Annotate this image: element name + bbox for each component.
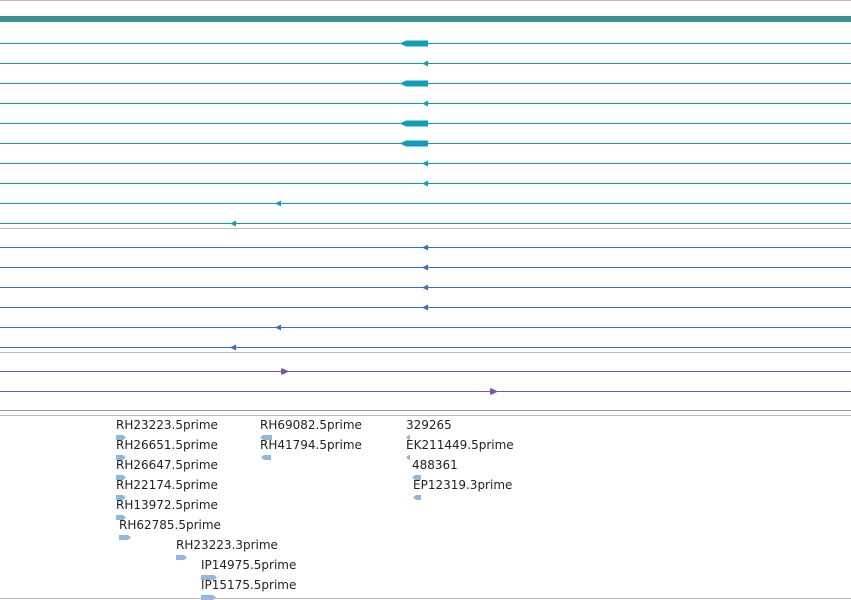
- feature-row[interactable]: [0, 264, 851, 271]
- track-header-bar: [0, 16, 851, 22]
- est-label: RH22174.5prime: [116, 478, 218, 492]
- feature-row[interactable]: [0, 324, 851, 331]
- feature-row[interactable]: [0, 200, 851, 207]
- est-item[interactable]: RH23223.3prime: [176, 538, 278, 560]
- est-item[interactable]: RH23223.5prime: [116, 418, 218, 440]
- est-item[interactable]: RH62785.5prime: [119, 518, 221, 540]
- est-glyph: [116, 475, 126, 480]
- strand-arrow: [422, 244, 428, 251]
- est-item[interactable]: RH41794.5prime: [260, 438, 362, 460]
- est-item[interactable]: 329265: [406, 418, 452, 440]
- feature-row[interactable]: [0, 284, 851, 291]
- feature-row[interactable]: [0, 120, 851, 127]
- feature-row[interactable]: [0, 344, 851, 351]
- est-label: 488361: [412, 458, 458, 472]
- strand-arrow: [422, 60, 428, 67]
- est-glyph: [119, 535, 131, 540]
- est-item[interactable]: IP14975.5prime: [201, 558, 296, 580]
- est-glyph: [116, 515, 126, 520]
- est-glyph: [176, 555, 187, 560]
- strand-arrow: [422, 304, 428, 311]
- strand-arrow: [422, 264, 428, 271]
- est-glyph: [116, 455, 126, 460]
- exon-block: [400, 80, 428, 87]
- est-item[interactable]: 488361: [412, 458, 458, 480]
- strand-arrow: [275, 200, 281, 207]
- strand-arrow: [422, 160, 428, 167]
- est-glyph: [406, 455, 410, 460]
- third-feature-track: [0, 368, 851, 395]
- est-glyph: [261, 455, 271, 460]
- feature-row[interactable]: [0, 60, 851, 67]
- feature-row[interactable]: [0, 244, 851, 251]
- est-glyph: [413, 495, 421, 500]
- est-item[interactable]: EK211449.5prime: [406, 438, 514, 460]
- est-item[interactable]: RH13972.5prime: [116, 498, 218, 520]
- est-label: EK211449.5prime: [406, 438, 514, 452]
- strand-arrow: [230, 344, 236, 351]
- feature-row[interactable]: [0, 304, 851, 311]
- feature-row[interactable]: [0, 160, 851, 167]
- est-label: IP14975.5prime: [201, 558, 296, 572]
- est-item[interactable]: RH22174.5prime: [116, 478, 218, 500]
- feature-row[interactable]: [0, 140, 851, 147]
- est-label: RH26651.5prime: [116, 438, 218, 452]
- est-label: RH26647.5prime: [116, 458, 218, 472]
- feature-row[interactable]: [0, 220, 851, 227]
- est-alignments-track: RH23223.5prime RH26651.5prime RH26647.5pri…: [116, 418, 514, 600]
- est-glyph: [201, 595, 216, 600]
- feature-row[interactable]: [0, 40, 851, 47]
- est-item[interactable]: RH69082.5prime: [260, 418, 362, 440]
- est-glyph: [260, 435, 272, 440]
- exon-block: [400, 140, 428, 147]
- est-item[interactable]: IP15175.5prime: [201, 578, 296, 600]
- est-label: RH13972.5prime: [116, 498, 218, 512]
- est-glyph: [201, 575, 217, 580]
- strand-arrow: [281, 368, 289, 375]
- strand-arrow: [422, 100, 428, 107]
- feature-row[interactable]: [0, 368, 851, 375]
- second-feature-track: [0, 244, 851, 351]
- strand-arrow: [230, 220, 236, 227]
- exon-block: [400, 40, 428, 47]
- est-item[interactable]: RH26651.5prime: [116, 438, 218, 460]
- est-label: IP15175.5prime: [201, 578, 296, 592]
- est-label: RH62785.5prime: [119, 518, 221, 532]
- est-label: RH69082.5prime: [260, 418, 362, 432]
- strand-arrow: [490, 388, 498, 395]
- est-item[interactable]: EP12319.3prime: [413, 478, 512, 500]
- est-label: RH41794.5prime: [260, 438, 362, 452]
- est-glyph: [406, 435, 410, 440]
- strand-arrow: [422, 284, 428, 291]
- strand-arrow: [275, 324, 281, 331]
- exon-block: [400, 120, 428, 127]
- est-glyph: [412, 475, 421, 480]
- feature-row[interactable]: [0, 80, 851, 87]
- feature-row[interactable]: [0, 100, 851, 107]
- est-glyph: [116, 435, 126, 440]
- est-label: RH23223.3prime: [176, 538, 278, 552]
- strand-arrow: [422, 180, 428, 187]
- est-label: RH23223.5prime: [116, 418, 218, 432]
- feature-row[interactable]: [0, 388, 851, 395]
- est-label: EP12319.3prime: [413, 478, 512, 492]
- feature-row[interactable]: [0, 180, 851, 187]
- est-glyph: [116, 495, 126, 500]
- est-item[interactable]: RH26647.5prime: [116, 458, 218, 480]
- transcripts-track: [0, 40, 851, 227]
- est-label: 329265: [406, 418, 452, 432]
